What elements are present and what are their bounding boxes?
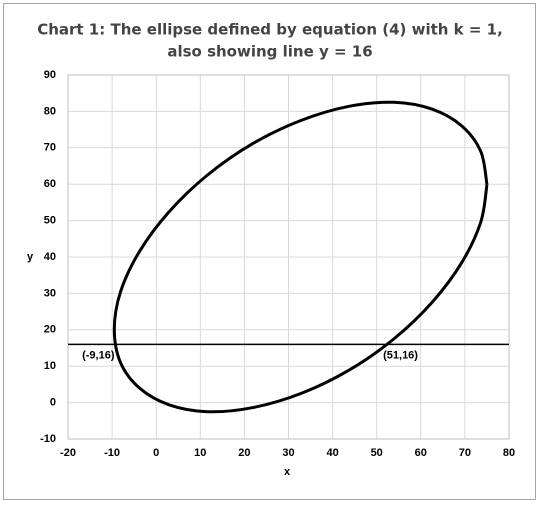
- y-tick-label: 50: [44, 215, 56, 227]
- y-tick-label: -10: [40, 433, 56, 445]
- y-tick-label: 70: [44, 142, 56, 154]
- x-tick-label: 10: [194, 447, 206, 459]
- y-tick-label: 20: [44, 324, 56, 336]
- y-tick-label: 30: [44, 287, 56, 299]
- annotation: (-9,16): [82, 349, 115, 361]
- x-tick-label: -20: [60, 447, 76, 459]
- y-tick-label: 0: [50, 397, 56, 409]
- x-tick-label: 30: [282, 447, 294, 459]
- y-tick-label: 80: [44, 105, 56, 117]
- x-tick-label: 40: [326, 447, 338, 459]
- x-tick-label: -10: [104, 447, 120, 459]
- y-tick-label: 10: [44, 360, 56, 372]
- x-tick-label: 80: [503, 447, 515, 459]
- x-tick-label: 20: [238, 447, 250, 459]
- chart-title: Chart 1: The ellipse defined by equation…: [37, 21, 503, 39]
- x-tick-label: 70: [459, 447, 471, 459]
- chart-title: also showing line y = 16: [167, 43, 372, 61]
- annotation: (51,16): [383, 349, 418, 361]
- y-tick-label: 40: [44, 251, 56, 263]
- chart-frame: [3, 3, 536, 500]
- x-tick-label: 50: [371, 447, 383, 459]
- series-line: [112, 100, 489, 414]
- x-tick-label: 0: [153, 447, 159, 459]
- plot-border: [67, 74, 510, 440]
- y-tick-label: 60: [44, 178, 56, 190]
- x-tick-label: 60: [415, 447, 427, 459]
- y-tick-label: 90: [44, 69, 56, 81]
- y-axis-label: y: [27, 251, 34, 263]
- x-axis-label: x: [284, 466, 291, 478]
